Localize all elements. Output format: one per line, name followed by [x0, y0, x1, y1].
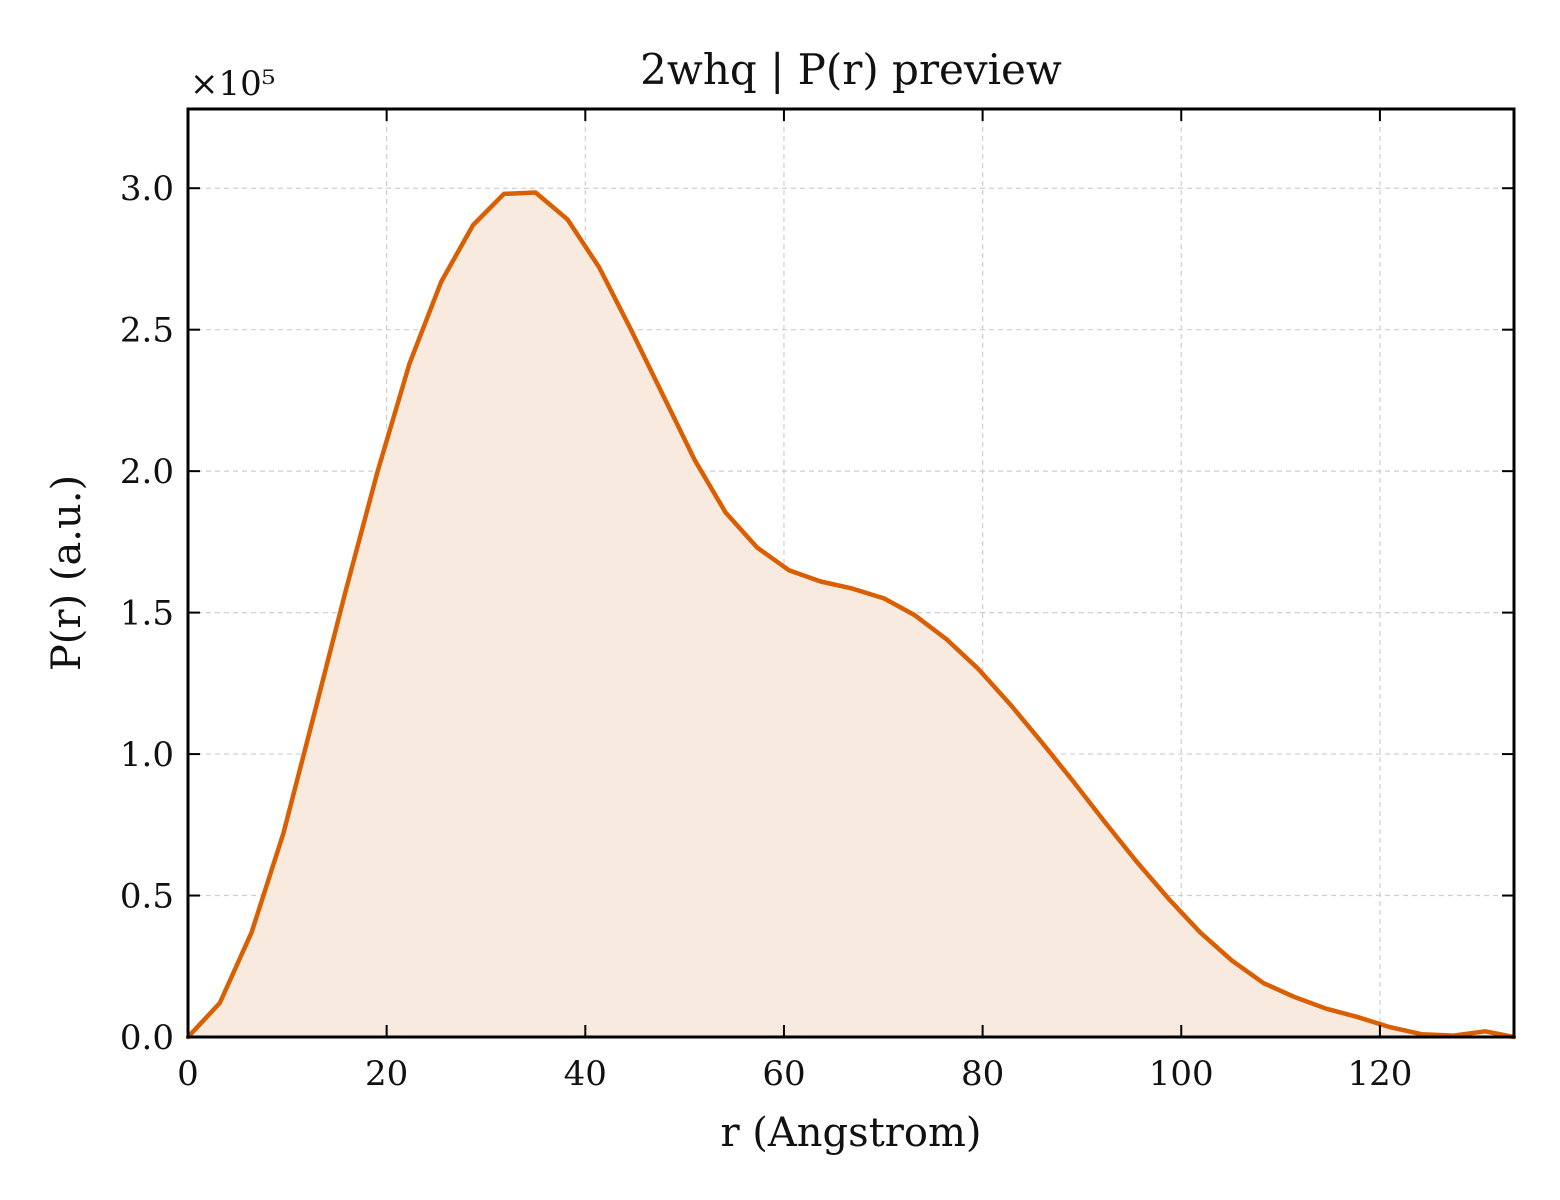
- y-tick-label: 1.5: [120, 594, 174, 634]
- x-axis-label: r (Angstrom): [720, 1110, 981, 1156]
- y-tick-label: 1.0: [120, 735, 174, 775]
- x-tick-label: 60: [762, 1054, 805, 1094]
- x-tick-label: 80: [961, 1054, 1004, 1094]
- series-area-fill: [188, 192, 1514, 1037]
- series-line: [185, 190, 1517, 1040]
- axis-ticks: 0 20 40 60 80 100 120 0.0 0.5 1.0 1.5 2.0 2.5 3.0: [120, 109, 1514, 1094]
- x-tick-label: 120: [1347, 1054, 1412, 1094]
- y-tick-label: 0.5: [120, 877, 174, 917]
- x-tick-label: 0: [177, 1054, 199, 1094]
- plot-frame: [186, 107, 1516, 1039]
- chart-title: 2whq | P(r) preview: [640, 45, 1062, 94]
- y-tick-label: 3.0: [120, 169, 174, 209]
- y-axis-label: P(r) (a.u.): [44, 475, 90, 671]
- y-scale-multiplier: ×10⁵: [190, 64, 275, 104]
- y-tick-label: 2.0: [120, 452, 174, 492]
- y-tick-label: 2.5: [120, 311, 174, 351]
- x-tick-label: 100: [1149, 1054, 1214, 1094]
- y-tick-label: 0.0: [120, 1018, 174, 1058]
- x-tick-label: 40: [564, 1054, 607, 1094]
- x-tick-label: 20: [365, 1054, 408, 1094]
